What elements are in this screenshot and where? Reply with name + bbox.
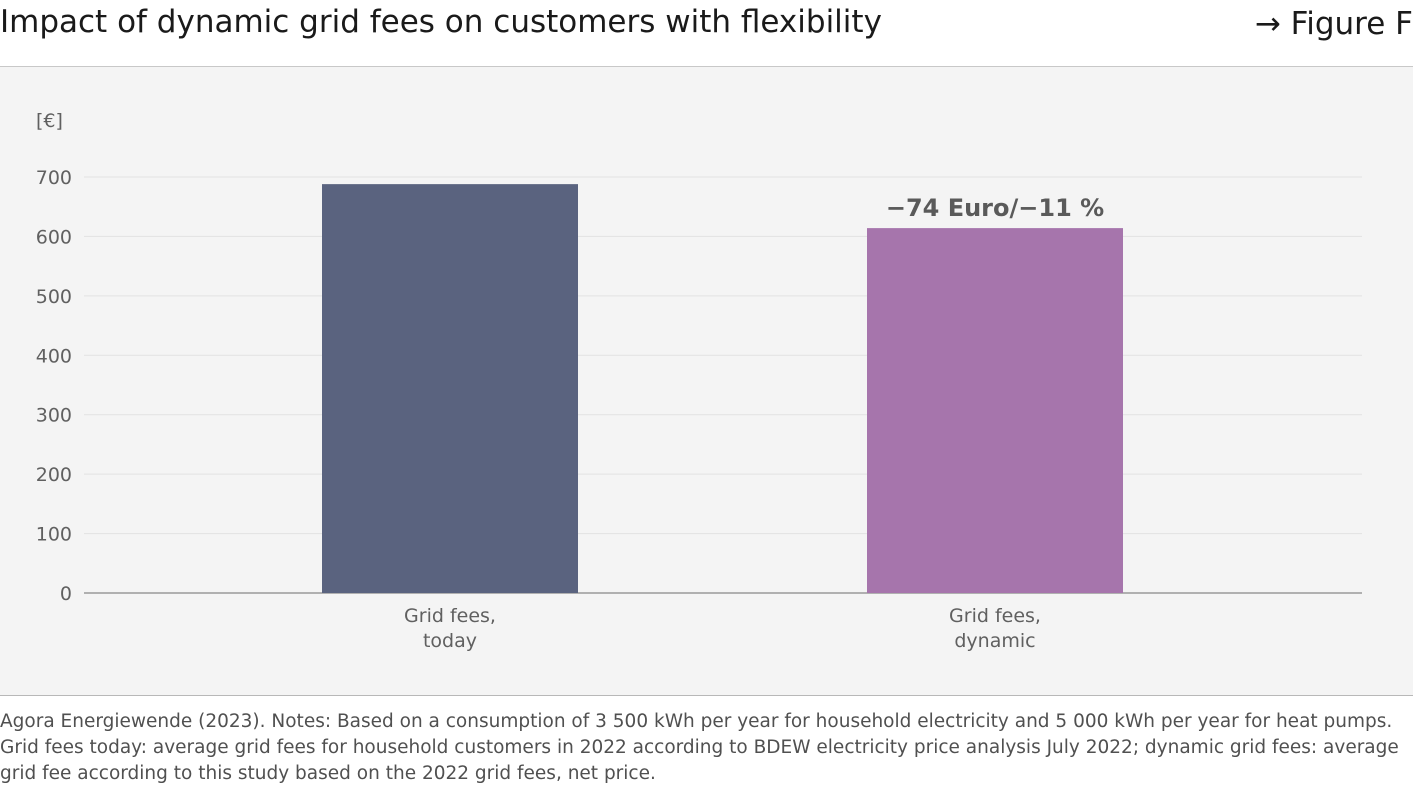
figure-header: Impact of dynamic grid fees on customers… (0, 0, 1413, 67)
y-tick-label: 500 (36, 286, 72, 308)
source-notes: Agora Energiewende (2023). Notes: Based … (0, 711, 1399, 784)
annotations: −74 Euro/−11 % (886, 194, 1104, 222)
y-tick-label: 200 (36, 464, 72, 486)
x-tick-label: Grid fees, (404, 605, 496, 627)
x-axis-labels: Grid fees, today Grid fees, dynamic (404, 605, 1041, 652)
y-tick-label: 400 (36, 345, 72, 367)
bars (322, 184, 1123, 593)
y-tick-label: 0 (60, 583, 72, 605)
bar-grid-fees-dynamic (867, 228, 1123, 593)
y-axis-ticks: 0 100 200 300 400 500 600 700 (36, 167, 72, 605)
y-tick-label: 600 (36, 226, 72, 248)
gridlines (84, 176, 1362, 594)
x-tick-label: dynamic (954, 630, 1035, 652)
y-axis-unit-label: [€] (36, 110, 63, 132)
chart-title: Impact of dynamic grid fees on customers… (0, 4, 882, 40)
bar-grid-fees-today (322, 184, 578, 593)
data-label-savings: −74 Euro/−11 % (886, 194, 1104, 222)
y-tick-label: 700 (36, 167, 72, 189)
x-tick-label: Grid fees, (949, 605, 1041, 627)
x-tick-label: today (423, 630, 477, 652)
y-tick-label: 100 (36, 524, 72, 546)
chart-area: 0 100 200 300 400 500 600 700 Grid fees, today Gr… (0, 67, 1413, 696)
y-tick-label: 300 (36, 405, 72, 427)
figure-reference-link[interactable]: → Figure F (1254, 6, 1413, 42)
